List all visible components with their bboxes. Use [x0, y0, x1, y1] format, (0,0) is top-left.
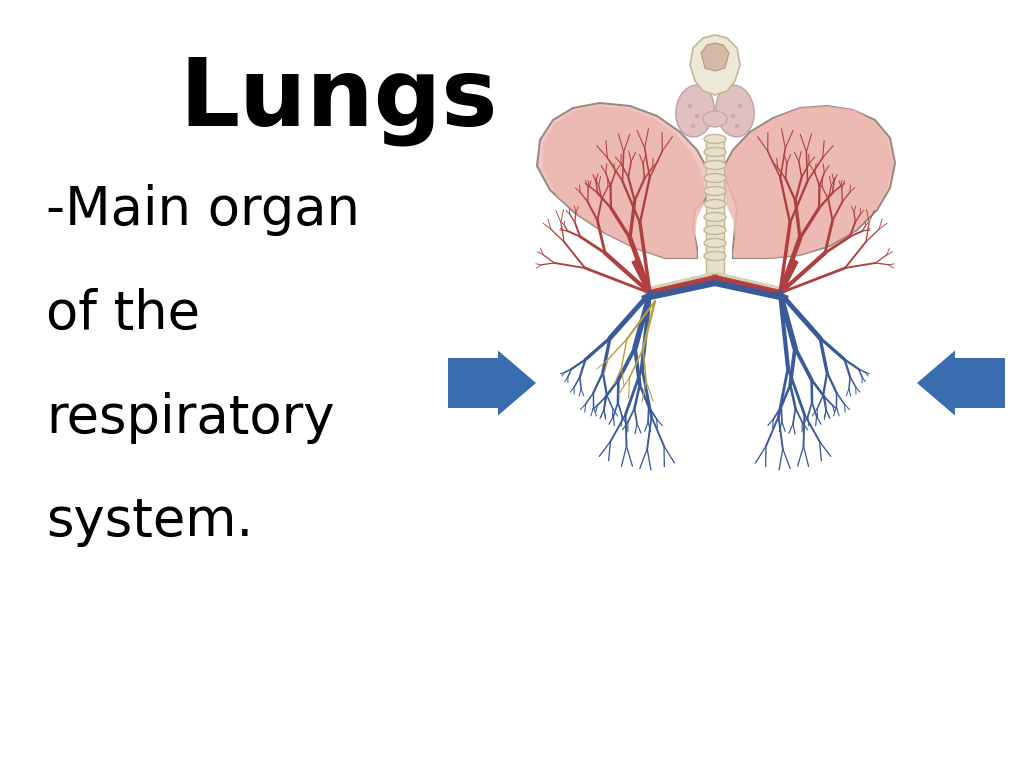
Polygon shape: [723, 106, 893, 258]
Ellipse shape: [705, 213, 726, 221]
Ellipse shape: [703, 111, 727, 127]
Ellipse shape: [730, 114, 735, 118]
Ellipse shape: [705, 251, 726, 260]
Ellipse shape: [705, 174, 726, 183]
Polygon shape: [543, 106, 705, 258]
Text: respiratory: respiratory: [46, 392, 335, 444]
Polygon shape: [706, 139, 724, 278]
FancyArrow shape: [918, 350, 1005, 415]
Ellipse shape: [705, 147, 726, 157]
Ellipse shape: [694, 114, 699, 118]
Ellipse shape: [690, 124, 695, 128]
Ellipse shape: [705, 134, 726, 144]
Ellipse shape: [716, 85, 754, 137]
Text: system.: system.: [46, 495, 253, 548]
Polygon shape: [701, 43, 729, 71]
Ellipse shape: [705, 239, 726, 247]
Ellipse shape: [676, 85, 714, 137]
Ellipse shape: [705, 226, 726, 234]
FancyArrow shape: [449, 350, 536, 415]
Ellipse shape: [734, 124, 739, 128]
Text: of the: of the: [46, 288, 200, 340]
Ellipse shape: [705, 161, 726, 170]
Ellipse shape: [737, 104, 742, 108]
Polygon shape: [690, 35, 740, 95]
Ellipse shape: [687, 104, 692, 108]
Polygon shape: [723, 106, 895, 258]
Ellipse shape: [705, 187, 726, 196]
Polygon shape: [537, 103, 710, 258]
Ellipse shape: [705, 200, 726, 208]
Text: -Main organ: -Main organ: [46, 184, 360, 237]
Text: Lungs: Lungs: [179, 54, 498, 146]
